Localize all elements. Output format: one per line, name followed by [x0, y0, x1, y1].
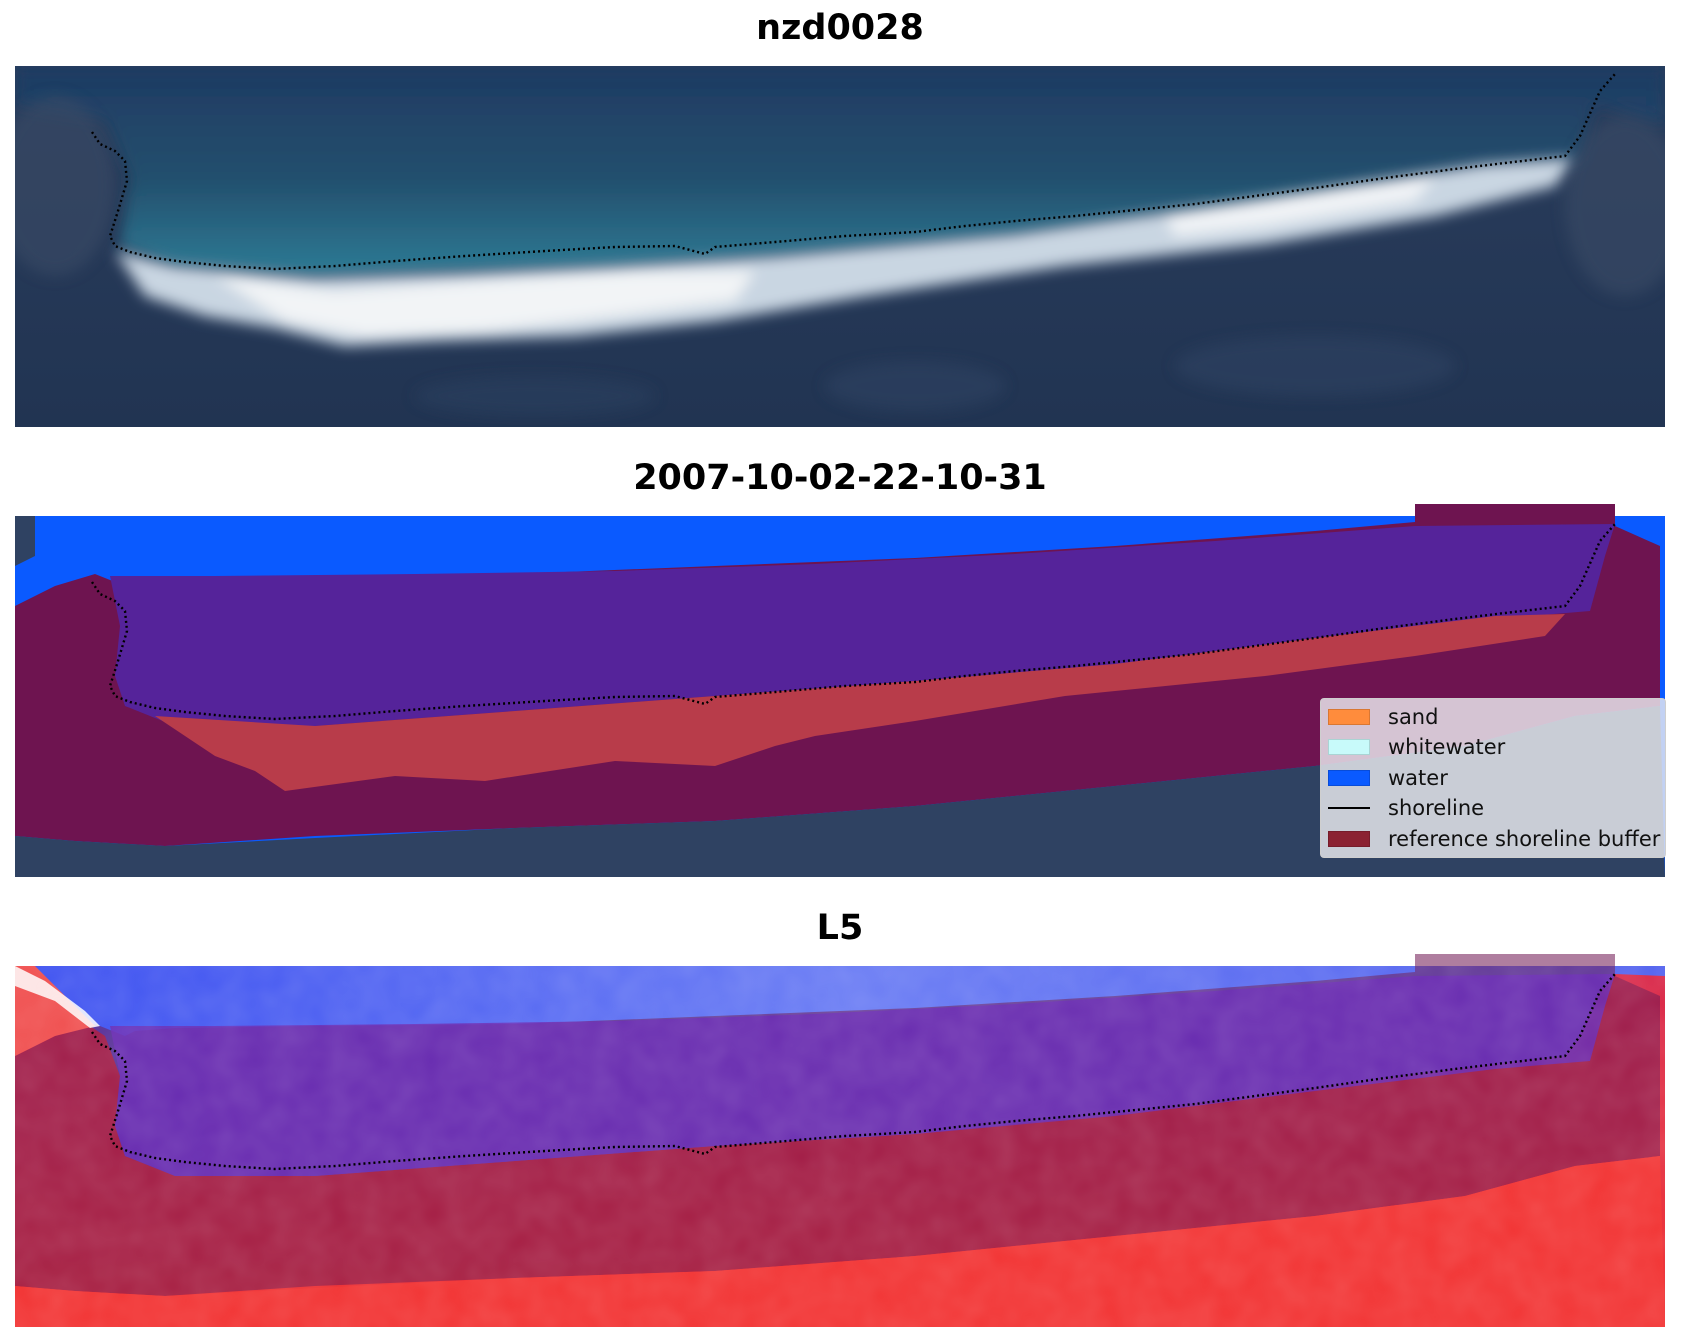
- rgb-image-panel: [15, 66, 1665, 427]
- rgb-land-texture: [15, 96, 1665, 416]
- legend-label-buffer: reference shoreline buffer: [1388, 827, 1661, 851]
- legend-label-water: water: [1388, 766, 1448, 790]
- sand-swatch: [1328, 709, 1370, 725]
- legend-item-water: water: [1328, 765, 1448, 791]
- panel-title-rgb: nzd0028: [756, 8, 924, 48]
- legend-box: [1320, 698, 1666, 858]
- legend-label-sand: sand: [1388, 705, 1439, 729]
- legend-item-shoreline: shoreline: [1328, 795, 1484, 821]
- index-image-panel: [15, 954, 1665, 1327]
- legend-label-whitewater: whitewater: [1388, 735, 1506, 759]
- rgb-sea-region: [15, 66, 1665, 276]
- legend-item-buffer: reference shoreline buffer: [1328, 826, 1660, 852]
- legend-item-sand: sand: [1328, 704, 1438, 730]
- shoreline-line-swatch: [1328, 807, 1370, 809]
- land-outside-buffer: [15, 516, 1665, 877]
- buffer-swatch: [1328, 831, 1370, 847]
- rgb-surf-zone: [115, 158, 1575, 346]
- sand-class-region: [155, 614, 1565, 791]
- panel-title-date: 2007-10-02-22-10-31: [633, 458, 1047, 498]
- legend-label-shoreline: shoreline: [1388, 796, 1485, 820]
- whitewater-swatch: [1328, 739, 1370, 755]
- water-swatch: [1328, 770, 1370, 786]
- legend-item-whitewater: whitewater: [1328, 734, 1505, 760]
- water-in-buffer-region: [110, 524, 1615, 726]
- panel-title-satellite: L5: [816, 908, 864, 948]
